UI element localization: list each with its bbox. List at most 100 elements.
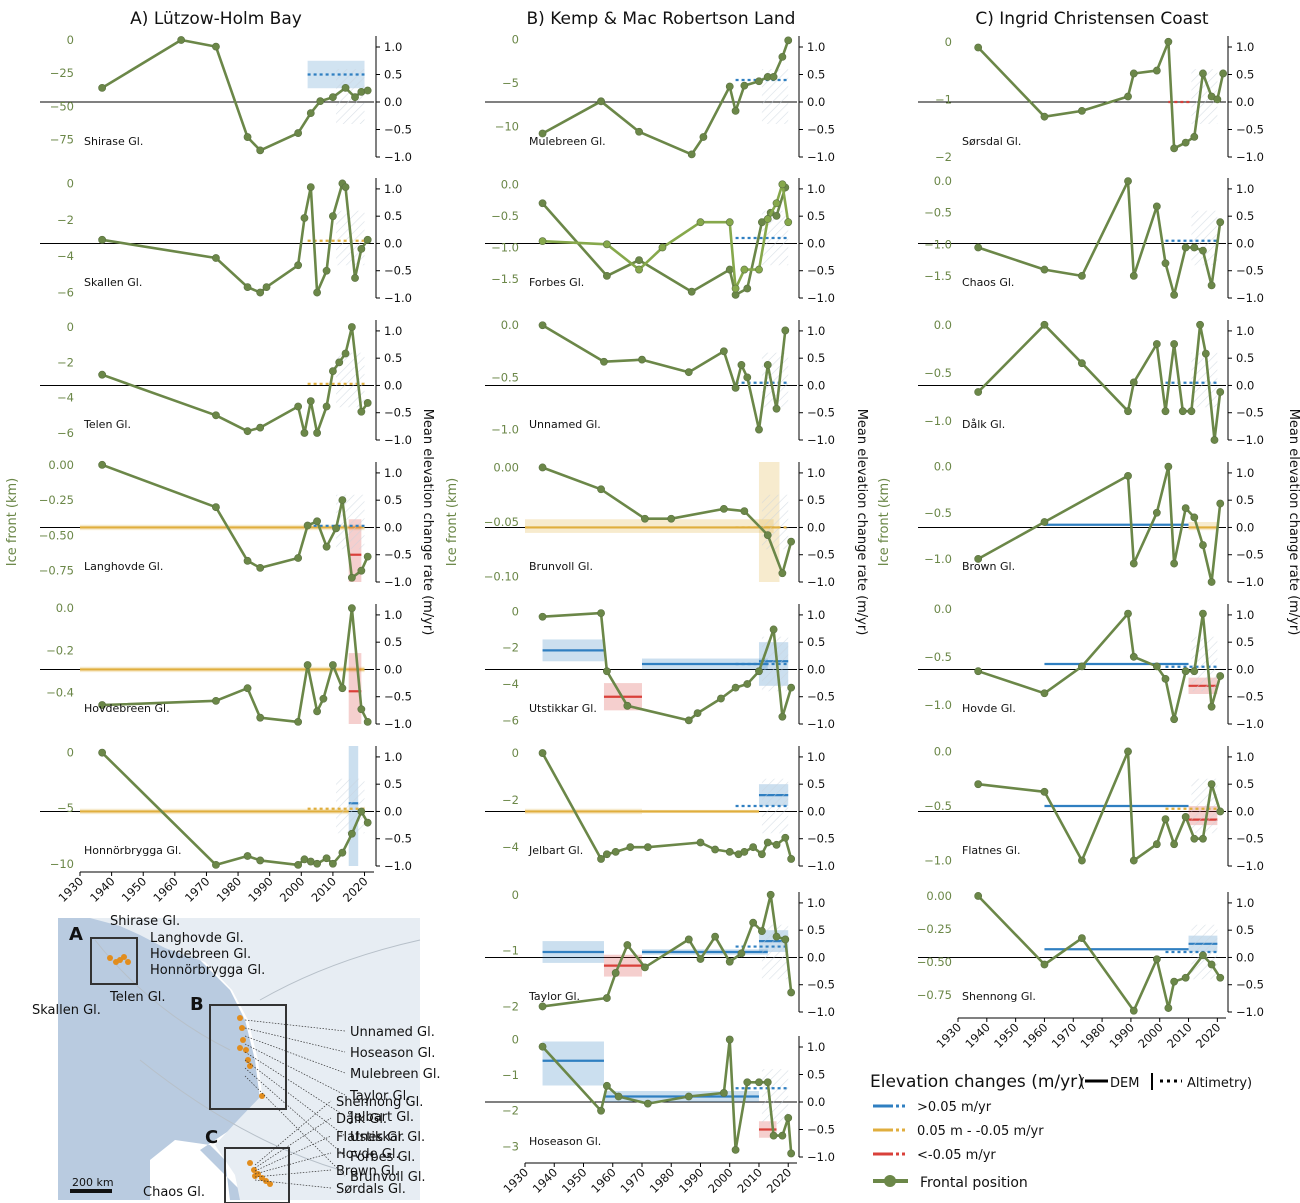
right-tick-label: 0.0 (1236, 950, 1254, 964)
frontal-position-point (1213, 95, 1222, 104)
column-title-0: A) Lützow-Holm Bay (130, 9, 302, 29)
frontal-position-point (177, 36, 186, 44)
frontal-position-point (626, 843, 635, 852)
right-tick-label: 0.0 (384, 236, 402, 250)
map-label-glacier: Telen Gl. (109, 990, 166, 1005)
frontal-position-point (781, 935, 790, 944)
right-tick-label: 1.0 (807, 1040, 825, 1054)
frontal-position-point (243, 556, 252, 565)
left-tick-label: −0.5 (924, 799, 952, 813)
right-tick-label: −1.0 (384, 717, 412, 731)
right-tick-label: −0.5 (384, 123, 412, 137)
frontal-position-point (602, 1081, 611, 1090)
frontal-position-point (1187, 407, 1196, 416)
frontal-position-point (338, 848, 347, 857)
frontal-position-point (212, 254, 220, 262)
frontal-position-point (611, 969, 620, 977)
glacier-label: Honnörbrygga Gl. (84, 844, 182, 857)
frontal-position-point (717, 694, 725, 703)
frontal-position-point (256, 146, 265, 155)
frontal-position-point (1170, 340, 1179, 348)
right-tick-label: 1.0 (1236, 466, 1254, 480)
frontal-position-point (772, 211, 781, 220)
frontal-position-point (778, 1131, 787, 1140)
frontal-position-point (1129, 1006, 1138, 1015)
panel-jelbartgl: 0 −2 −4 1.0 0.5 0.0 −0.5 −1.0 Jelbart Gl. (485, 746, 835, 873)
left-tick-label: −25 (50, 66, 74, 80)
panel-chaosgl: 0.0 −0.5 −1.0 −1.5 1.0 0.5 0.0 −0.5 −1.0 Chaos Gl… (918, 174, 1264, 305)
x-tick-label: 1970 (182, 874, 213, 905)
frontal-position-point (1199, 609, 1207, 618)
frontal-position-point (725, 218, 734, 227)
x-tick-label: 1930 (56, 874, 87, 905)
left-tick-label: −1.0 (924, 552, 952, 566)
frontal-position-point (262, 283, 271, 291)
frontal-position-point (1124, 92, 1132, 101)
right-tick-label: 0.0 (807, 520, 825, 534)
frontal-position-point (1129, 378, 1138, 387)
frontal-position-point (725, 265, 734, 274)
frontal-position-point (338, 684, 347, 693)
frontal-position-point (784, 1113, 793, 1122)
frontal-position-point (1124, 747, 1132, 756)
ylabel-left-2: Ice front (km) (877, 478, 892, 567)
map-glacier-dot (259, 1093, 265, 1099)
map-leader-line (244, 1067, 346, 1157)
glacier-label: Shirase Gl. (84, 135, 143, 148)
right-tick-label: 0.0 (807, 1095, 825, 1109)
frontal-position-point (313, 517, 321, 526)
frontal-position-point (1078, 934, 1086, 943)
map-label-glacier: Taylor Gl. (349, 1089, 410, 1104)
right-tick-label: −1.0 (384, 575, 412, 589)
frontal-position-point (974, 43, 983, 52)
frontal-position-point (687, 287, 696, 296)
hatch-region (336, 69, 365, 124)
left-tick-label: −0.5 (924, 366, 952, 380)
frontal-position-line (977, 465, 1222, 584)
frontal-position-point (313, 429, 321, 437)
right-tick-label: 1.0 (1236, 324, 1254, 338)
right-tick-label: 1.0 (807, 182, 825, 196)
frontal-position-point (769, 73, 778, 81)
frontal-position-line (977, 323, 1222, 442)
left-tick-label: −4 (502, 677, 519, 691)
map-label-glacier: Sørdals Gl. (336, 1182, 406, 1197)
right-tick-label: −1.0 (1236, 150, 1264, 164)
map-label-glacier: Hovdebreen Gl. (150, 947, 251, 962)
right-tick-label: 1.0 (1236, 608, 1254, 622)
left-tick-label: −4 (57, 249, 74, 263)
panel-utstikkargl: 0 −2 −4 −6 1.0 0.5 0.0 −0.5 −1.0 Utstikkar Gl. (485, 604, 835, 731)
map-glacier-dot (247, 1160, 253, 1166)
frontal-position-point (638, 355, 646, 364)
frontal-position-point (667, 514, 676, 523)
right-tick-label: 1.0 (1236, 750, 1254, 764)
frontal-position-point (623, 701, 632, 710)
frontal-position-point (755, 265, 763, 274)
frontal-position-point (766, 890, 775, 899)
right-tick-label: 0.5 (1236, 351, 1254, 365)
left-tick-label: −1.0 (924, 698, 952, 712)
frontal-position-point (614, 1092, 623, 1101)
location-map: A B C 200 km Shirase Gl. Langhovde Gl.Hovdebr… (32, 914, 441, 1203)
x-tick-label: 2010 (1164, 1020, 1195, 1051)
frontal-position-line (101, 325, 369, 435)
frontal-position-point (696, 955, 705, 963)
frontal-position-point (341, 83, 350, 92)
frontal-position-line (542, 893, 793, 1008)
frontal-position-point (98, 370, 107, 379)
frontal-position-point (749, 843, 758, 852)
frontal-position-point (294, 860, 303, 869)
right-tick-label: 0.5 (384, 68, 402, 82)
left-tick-label: 0 (67, 746, 74, 760)
map-label-glacier: Forbes Gl. (350, 1150, 415, 1165)
frontal-position-point (1040, 518, 1049, 526)
map-glacier-dot (239, 1025, 245, 1031)
right-tick-label: 0.0 (1236, 236, 1254, 250)
frontal-position-point (740, 81, 749, 90)
map-glacier-dot (251, 1167, 257, 1173)
left-tick-label: −5 (57, 801, 74, 815)
legend-item-label: <-0.05 m/yr (917, 1148, 996, 1163)
left-tick-label: 0 (67, 33, 74, 47)
left-tick-label: 0.00 (926, 889, 952, 903)
right-tick-label: −0.5 (384, 264, 412, 278)
